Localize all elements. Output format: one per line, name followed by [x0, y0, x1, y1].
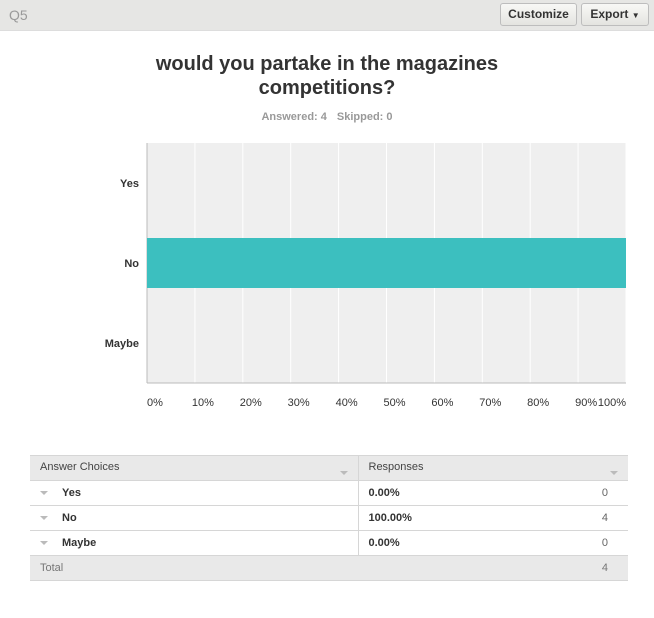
export-button[interactable]: Export ▼	[581, 3, 649, 26]
skipped-count: Skipped: 0	[336, 111, 393, 123]
sort-icon[interactable]	[339, 471, 348, 475]
x-tick-label: 100%	[598, 397, 626, 409]
export-label: Export	[590, 7, 629, 21]
responses-table: Answer Choices Responses Yes 0.00% 0 No 1…	[30, 455, 628, 581]
x-tick-label: 20%	[240, 397, 262, 409]
x-tick-label: 80%	[527, 397, 549, 409]
total-label: Total	[30, 555, 531, 581]
toolbar: Q5 Customize Export ▼	[0, 0, 654, 31]
answer-choice: Maybe	[62, 537, 97, 549]
answer-choice: No	[62, 512, 77, 524]
table-row: Yes 0.00% 0	[30, 480, 628, 506]
caret-down-icon: ▼	[631, 11, 640, 20]
x-tick-label: 0%	[147, 397, 163, 409]
header-responses[interactable]: Responses	[358, 455, 628, 481]
category-label: Yes	[120, 178, 139, 190]
table-row: Maybe 0.00% 0	[30, 530, 628, 556]
expand-icon[interactable]	[40, 541, 48, 546]
response-percent: 100.00%	[358, 505, 531, 531]
response-percent: 0.00%	[358, 530, 531, 556]
answered-count: Answered: 4	[261, 111, 327, 123]
header-answer-choices[interactable]: Answer Choices	[30, 455, 359, 481]
response-count: 0	[530, 530, 628, 556]
question-number: Q5	[9, 7, 28, 23]
answer-choice: Yes	[62, 487, 81, 499]
table-header: Answer Choices Responses	[30, 455, 628, 481]
x-tick-label: 30%	[288, 397, 310, 409]
response-count: 4	[530, 505, 628, 531]
expand-icon[interactable]	[40, 516, 48, 521]
x-tick-label: 70%	[479, 397, 501, 409]
x-tick-label: 90%	[575, 397, 597, 409]
table-row: No 100.00% 4	[30, 505, 628, 531]
expand-icon[interactable]	[40, 491, 48, 496]
total-count: 4	[530, 555, 628, 581]
x-tick-label: 40%	[336, 397, 358, 409]
bar-no	[147, 238, 626, 288]
x-tick-label: 50%	[383, 397, 405, 409]
customize-button[interactable]: Customize	[500, 3, 577, 26]
x-tick-label: 60%	[431, 397, 453, 409]
bar-chart: 0% 10% 20% 30% 40% 50% 60% 70% 80% 90% 100% Yes No Ma…	[105, 143, 627, 409]
category-label: No	[124, 258, 139, 270]
x-tick-label: 10%	[192, 397, 214, 409]
chart-title: would you partake in the magazines compe…	[155, 53, 499, 99]
category-label: Maybe	[105, 338, 139, 350]
total-row: Total 4	[30, 555, 628, 581]
response-count: 0	[530, 480, 628, 506]
sort-icon[interactable]	[610, 471, 618, 475]
response-percent: 0.00%	[358, 480, 531, 506]
response-summary: Answered: 4 Skipped: 0	[0, 111, 654, 123]
